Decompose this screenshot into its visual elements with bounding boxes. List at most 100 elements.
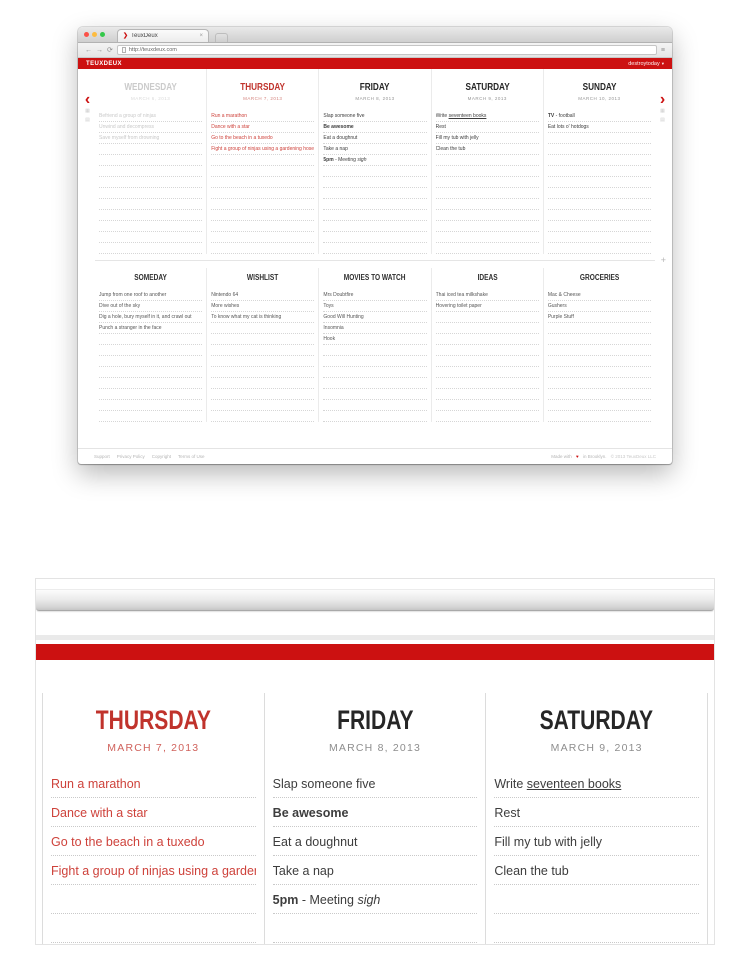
empty-list-row[interactable] bbox=[323, 400, 427, 411]
todo-item[interactable]: Fill my tub with jelly bbox=[435, 133, 539, 144]
todo-item[interactable]: 5pm - Meeting sigh bbox=[323, 155, 427, 166]
todo-item[interactable]: Dance with a star bbox=[211, 122, 315, 133]
todo-item[interactable]: Fill my tub with jelly bbox=[494, 827, 700, 856]
todo-item[interactable]: Run a marathon bbox=[51, 769, 256, 798]
todo-item[interactable]: Run a marathon bbox=[211, 111, 315, 122]
empty-todo-row[interactable] bbox=[435, 232, 539, 243]
empty-todo-row[interactable] bbox=[547, 188, 652, 199]
minimize-window-button[interactable] bbox=[92, 32, 97, 37]
list-item[interactable]: Thai iced tea milkshake bbox=[435, 290, 539, 301]
todo-item[interactable]: Go to the beach in a tuxedo bbox=[51, 827, 256, 856]
user-menu[interactable]: destroytoday ▾ bbox=[628, 61, 664, 67]
empty-todo-row[interactable] bbox=[51, 885, 256, 914]
empty-todo-row[interactable] bbox=[99, 210, 203, 221]
empty-todo-row[interactable] bbox=[99, 155, 203, 166]
empty-list-row[interactable] bbox=[323, 356, 427, 367]
empty-list-row[interactable] bbox=[547, 400, 652, 411]
empty-list-row[interactable] bbox=[435, 389, 539, 400]
empty-list-row[interactable] bbox=[211, 378, 315, 389]
empty-todo-row[interactable] bbox=[211, 243, 315, 254]
empty-list-row[interactable] bbox=[547, 345, 652, 356]
close-window-button[interactable] bbox=[84, 32, 89, 37]
empty-list-row[interactable] bbox=[99, 367, 203, 378]
next-week-button[interactable]: › bbox=[659, 91, 666, 108]
empty-list-row[interactable] bbox=[547, 389, 652, 400]
todo-item[interactable]: Take a nap bbox=[272, 856, 478, 885]
browser-tab[interactable]: ❯ TeuxDeux × bbox=[117, 29, 209, 42]
empty-todo-row[interactable] bbox=[494, 943, 699, 944]
todo-item[interactable]: Be awesome bbox=[323, 122, 427, 133]
empty-list-row[interactable] bbox=[547, 334, 652, 345]
list-item[interactable]: Dig a hole, bury myself in it, and crawl… bbox=[99, 312, 203, 323]
empty-list-row[interactable] bbox=[547, 378, 652, 389]
empty-todo-row[interactable] bbox=[211, 177, 315, 188]
empty-list-row[interactable] bbox=[99, 411, 203, 422]
footer-link[interactable]: Support bbox=[94, 454, 110, 459]
empty-todo-row[interactable] bbox=[494, 914, 700, 943]
todo-item[interactable]: Write seventeen books bbox=[494, 769, 700, 798]
empty-list-row[interactable] bbox=[99, 356, 203, 367]
empty-todo-row[interactable] bbox=[547, 166, 652, 177]
empty-todo-row[interactable] bbox=[547, 232, 652, 243]
empty-list-row[interactable] bbox=[435, 378, 539, 389]
empty-todo-row[interactable] bbox=[99, 188, 203, 199]
lists-icon[interactable]: ▤ bbox=[85, 117, 90, 123]
empty-todo-row[interactable] bbox=[211, 232, 315, 243]
calendar-icon[interactable]: ▦ bbox=[660, 108, 665, 114]
list-item[interactable]: Hook bbox=[323, 334, 427, 345]
empty-todo-row[interactable] bbox=[494, 885, 700, 914]
todo-item[interactable]: Befriend a group of ninjas bbox=[99, 111, 203, 122]
list-item[interactable]: Nintendo 64 bbox=[211, 290, 315, 301]
empty-todo-row[interactable] bbox=[323, 166, 427, 177]
todo-item[interactable]: Go to the beach in a tuxedo bbox=[211, 133, 315, 144]
footer-link[interactable]: Copyright bbox=[151, 454, 172, 459]
todo-item[interactable]: Clean the tub bbox=[435, 144, 539, 155]
empty-list-row[interactable] bbox=[323, 378, 427, 389]
empty-todo-row[interactable] bbox=[211, 188, 315, 199]
empty-todo-row[interactable] bbox=[435, 221, 539, 232]
list-item[interactable]: Punch a stranger in the face bbox=[99, 323, 203, 334]
empty-todo-row[interactable] bbox=[323, 199, 427, 210]
prev-week-button[interactable]: ‹ bbox=[84, 91, 91, 108]
empty-todo-row[interactable] bbox=[547, 177, 652, 188]
todo-item[interactable]: Write seventeen books bbox=[435, 111, 539, 122]
empty-list-row[interactable] bbox=[211, 400, 315, 411]
todo-item[interactable]: Clean the tub bbox=[494, 856, 700, 885]
empty-list-row[interactable] bbox=[547, 411, 652, 422]
empty-list-row[interactable] bbox=[323, 389, 427, 400]
lists-icon[interactable]: ▤ bbox=[660, 117, 665, 123]
empty-todo-row[interactable] bbox=[547, 155, 652, 166]
empty-list-row[interactable] bbox=[99, 389, 203, 400]
empty-todo-row[interactable] bbox=[272, 914, 478, 943]
empty-list-row[interactable] bbox=[211, 323, 315, 334]
empty-todo-row[interactable] bbox=[99, 221, 203, 232]
list-item[interactable]: Hovering toilet paper bbox=[435, 301, 539, 312]
empty-todo-row[interactable] bbox=[547, 144, 652, 155]
todo-item[interactable]: Unwind and decompress bbox=[99, 122, 203, 133]
empty-list-row[interactable] bbox=[323, 411, 427, 422]
list-item[interactable]: Insomnia bbox=[323, 323, 427, 334]
empty-todo-row[interactable] bbox=[547, 243, 652, 254]
footer-link[interactable]: Terms of Use bbox=[178, 454, 205, 459]
empty-list-row[interactable] bbox=[435, 312, 539, 323]
empty-list-row[interactable] bbox=[547, 356, 652, 367]
empty-todo-row[interactable] bbox=[273, 943, 478, 944]
empty-todo-row[interactable] bbox=[211, 166, 315, 177]
empty-todo-row[interactable] bbox=[435, 199, 539, 210]
empty-todo-row[interactable] bbox=[51, 914, 256, 943]
empty-list-row[interactable] bbox=[211, 345, 315, 356]
tab-close-icon[interactable]: × bbox=[199, 33, 203, 39]
empty-todo-row[interactable] bbox=[547, 221, 652, 232]
todo-item[interactable]: Take a nap bbox=[323, 144, 427, 155]
reload-icon[interactable]: ⟳ bbox=[107, 46, 113, 54]
empty-todo-row[interactable] bbox=[51, 943, 256, 944]
empty-todo-row[interactable] bbox=[323, 243, 427, 254]
forward-icon[interactable]: → bbox=[96, 46, 103, 54]
empty-todo-row[interactable] bbox=[547, 210, 652, 221]
back-icon[interactable]: ← bbox=[85, 46, 92, 54]
todo-item[interactable]: Slap someone five bbox=[272, 769, 478, 798]
todo-item[interactable]: Eat a doughnut bbox=[272, 827, 478, 856]
empty-todo-row[interactable] bbox=[547, 199, 652, 210]
empty-todo-row[interactable] bbox=[99, 166, 203, 177]
list-item[interactable]: More wishes bbox=[211, 301, 315, 312]
